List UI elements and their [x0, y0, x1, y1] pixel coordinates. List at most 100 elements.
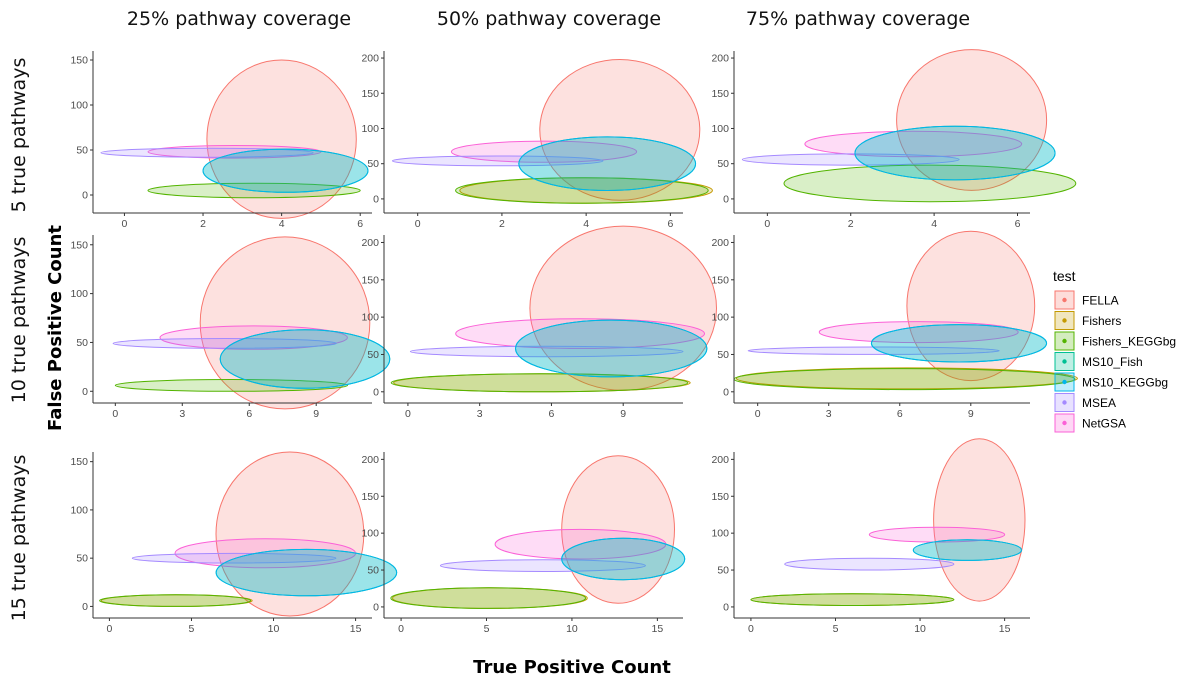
y-tick-label: 50 — [367, 349, 379, 361]
y-tick-label: 100 — [711, 123, 729, 135]
legend-item-msea: MSEA — [1054, 393, 1116, 412]
x-tick-label: 15 — [999, 623, 1011, 635]
legend-label: MS10_Fish — [1082, 355, 1143, 369]
x-tick-label: 0 — [405, 408, 411, 420]
x-tick-label: 3 — [826, 408, 832, 420]
y-tick-label: 150 — [70, 55, 88, 67]
x-tick-label: 9 — [968, 408, 974, 420]
ellipse-fella — [933, 438, 1026, 602]
y-tick-label: 200 — [711, 237, 729, 249]
x-tick-label: 9 — [620, 408, 626, 420]
ellipse-msea — [741, 153, 960, 166]
legend-key-dot — [1062, 297, 1067, 303]
y-tick-label: 100 — [70, 288, 88, 300]
panel-r0-c2: 0 2 4 6 0 50 100 150 200 — [711, 49, 1077, 230]
legend-key-dot — [1062, 318, 1067, 323]
y-tick-label: 150 — [711, 491, 729, 503]
legend-item-ms10-fish: MS10_Fish — [1054, 352, 1143, 371]
x-tick-label: 10 — [268, 623, 280, 635]
legend-key-dot — [1062, 379, 1067, 385]
ellipse-ms10-keggbg — [870, 324, 1048, 363]
y-tick-label: 200 — [361, 53, 379, 65]
y-tick-label: 150 — [361, 491, 379, 503]
x-tick-label: 0 — [398, 623, 404, 635]
row-title-10: 10 true pathways — [8, 237, 30, 404]
ellipse-msea — [409, 345, 684, 358]
panel-r0-c0: 0 2 4 6 0 50 100 150 — [70, 51, 372, 230]
ellipse-ms10-keggbg — [561, 537, 686, 581]
panel-r1-c0: 0 3 6 9 0 50 100 150 — [70, 235, 391, 420]
x-tick-label: 15 — [652, 623, 664, 635]
ellipse-ms10-keggbg — [854, 125, 1056, 181]
x-tick-label: 10 — [914, 623, 926, 635]
x-tick-label: 6 — [1015, 218, 1021, 230]
y-tick-label: 100 — [361, 528, 379, 540]
y-tick-label: 200 — [711, 454, 729, 466]
y-tick-label: 0 — [82, 601, 88, 613]
y-tick-label: 50 — [76, 145, 88, 157]
legend-item-fishers: Fishers — [1054, 311, 1121, 330]
ellipse-fishers-keggbg — [99, 594, 252, 607]
column-titles: 25% pathway coverage 50% pathway coverag… — [127, 8, 970, 30]
legend-item-ms10-keggbg: MS10_KEGGbg — [1054, 372, 1168, 392]
y-tick-label: 0 — [723, 601, 729, 613]
y-tick-label: 100 — [711, 312, 729, 324]
panel-r0-c1: 0 2 4 6 0 50 100 150 200 — [361, 51, 713, 230]
x-tick-label: 15 — [350, 623, 362, 635]
legend-key-dot — [1062, 400, 1067, 405]
legend-label: MSEA — [1082, 396, 1116, 410]
x-tick-label: 0 — [415, 218, 421, 230]
ellipse-ms10-keggbg — [215, 548, 398, 597]
legend-label: Fishers_KEGGbg — [1082, 335, 1176, 349]
row-title-5: 5 true pathways — [8, 58, 30, 213]
y-tick-label: 200 — [711, 53, 729, 65]
x-tick-label: 2 — [848, 218, 854, 230]
ellipse-fishers-keggbg — [750, 593, 955, 606]
y-tick-label: 100 — [711, 528, 729, 540]
ellipse-netgsa — [804, 130, 1023, 158]
ellipse-fella — [896, 49, 1048, 191]
y-tick-label: 200 — [361, 237, 379, 249]
ellipse-ms10-keggbg — [518, 136, 697, 191]
y-tick-label: 50 — [367, 565, 379, 577]
x-tick-label: 0 — [748, 623, 754, 635]
ellipse-netgsa — [159, 325, 348, 350]
y-tick-label: 0 — [723, 386, 729, 398]
row-title-15: 15 true pathways — [8, 455, 30, 622]
y-tick-label: 0 — [723, 193, 729, 205]
legend-key-dot — [1062, 359, 1067, 364]
row-titles: 5 true pathways 10 true pathways 15 true… — [8, 58, 30, 622]
legend-label: Fishers — [1082, 314, 1121, 328]
y-tick-label: 50 — [717, 349, 729, 361]
legend-item-fishers-keggbg: Fishers_KEGGbg — [1054, 331, 1176, 351]
x-tick-label: 6 — [357, 218, 363, 230]
ellipse-fishers-keggbg — [733, 368, 1076, 391]
ellipse-msea — [784, 557, 955, 571]
y-tick-label: 50 — [76, 553, 88, 565]
x-tick-label: 10 — [566, 623, 578, 635]
x-tick-label: 0 — [106, 623, 112, 635]
x-tick-label: 0 — [755, 408, 761, 420]
legend-item-netgsa: NetGSA — [1054, 413, 1126, 433]
legend-key-dot — [1062, 420, 1067, 426]
ellipse-fella — [906, 230, 1036, 382]
panel-r1-c1: 0 3 6 9 0 50 100 150 200 — [361, 225, 718, 420]
legend-title: test — [1053, 268, 1076, 284]
y-tick-label: 0 — [373, 193, 379, 205]
ellipse-ms10-keggbg — [515, 319, 708, 378]
y-tick-label: 150 — [70, 456, 88, 468]
y-tick-label: 0 — [373, 386, 379, 398]
x-tick-label: 3 — [477, 408, 483, 420]
x-tick-label: 6 — [897, 408, 903, 420]
ellipse-netgsa — [450, 140, 638, 163]
ellipse-fella — [199, 236, 371, 410]
y-tick-label: 50 — [717, 158, 729, 170]
x-tick-label: 6 — [549, 408, 555, 420]
ellipse-msea — [747, 346, 1000, 355]
x-tick-label: 4 — [279, 218, 285, 230]
y-tick-label: 150 — [70, 239, 88, 251]
